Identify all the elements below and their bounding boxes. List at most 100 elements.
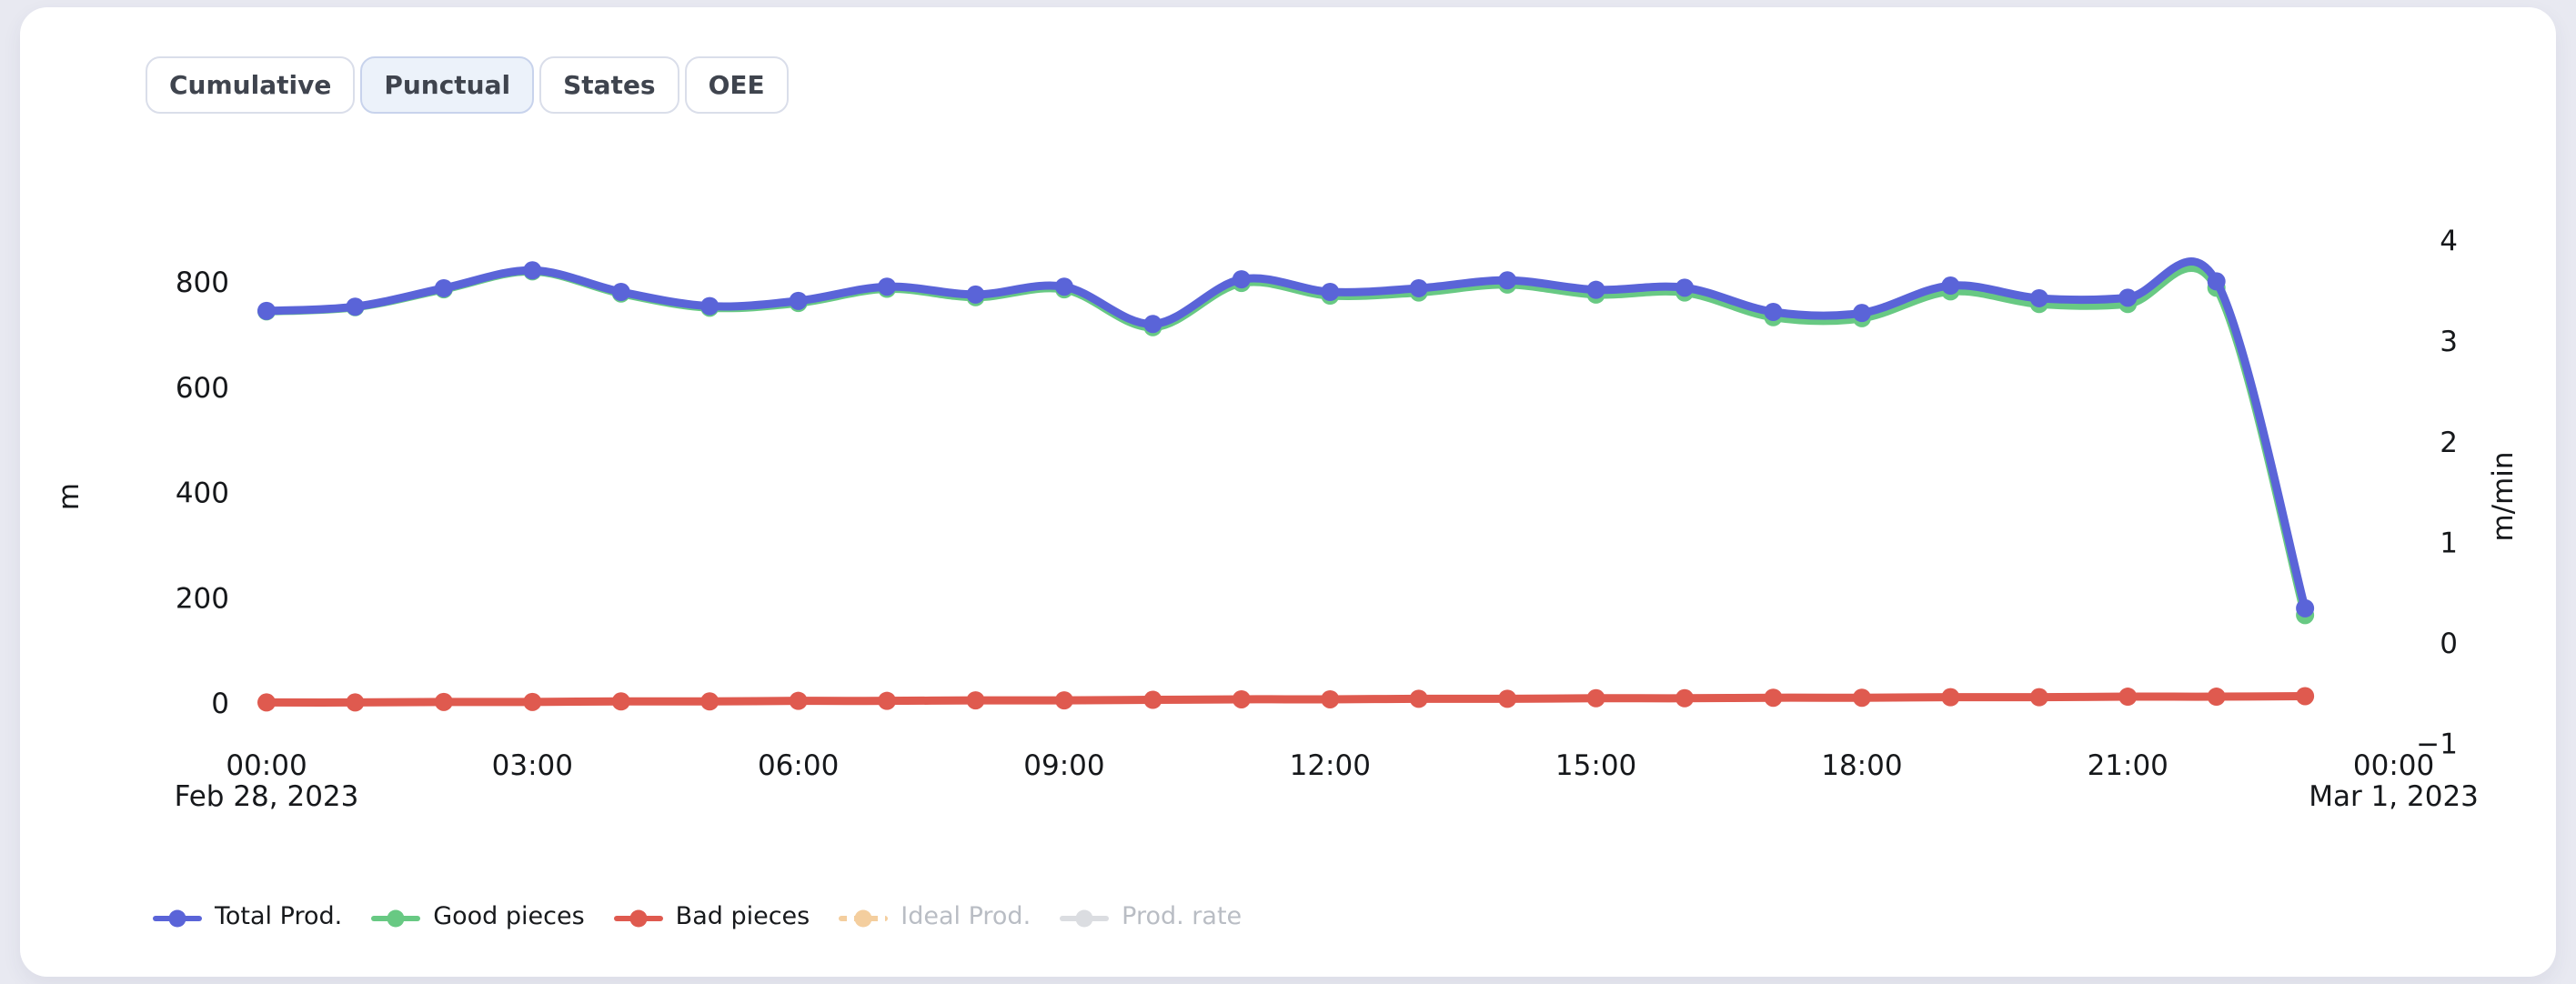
data-point-marker [1409, 689, 1428, 708]
y-left-tick-label: 600 [176, 372, 229, 405]
data-point-marker [1764, 302, 1783, 321]
data-point-marker [434, 692, 453, 711]
legend-marker-icon [839, 908, 889, 927]
data-point-marker [1852, 304, 1871, 323]
data-point-marker [523, 692, 542, 711]
tab-punctual[interactable]: Punctual [360, 56, 535, 114]
data-point-marker [2118, 688, 2138, 707]
legend-label: Bad pieces [675, 901, 810, 930]
x-tick-time-label: 03:00 [492, 749, 573, 782]
y-right-tick-label: 2 [2440, 427, 2458, 459]
y-left-tick-label: 200 [176, 582, 229, 615]
series-bad-pieces [257, 687, 2315, 712]
chart-card [20, 7, 2556, 977]
data-point-marker [1498, 689, 1517, 708]
data-point-marker [1232, 689, 1251, 708]
series-line [262, 257, 2309, 613]
data-point-marker [966, 285, 985, 304]
y-right-tick-label: 3 [2440, 326, 2458, 358]
legend-marker-icon [613, 908, 663, 927]
y-left-tick-label: 800 [176, 266, 229, 299]
data-point-marker [878, 691, 897, 710]
legend-label: Prod. rate [1122, 901, 1243, 930]
x-tick-time-label: 09:00 [1023, 749, 1104, 782]
data-point-marker [1675, 278, 1695, 297]
data-point-marker [434, 278, 453, 297]
legend-marker-icon [153, 908, 202, 927]
legend-item-total-prod-[interactable]: Total Prod. [153, 902, 342, 930]
data-point-marker [346, 693, 365, 712]
x-tick-time-label: 18:00 [1821, 749, 1902, 782]
data-point-marker [1054, 691, 1073, 710]
x-tick-time-label: 15:00 [1555, 749, 1636, 782]
y-left-axis-title: m [53, 483, 86, 510]
tab-oee[interactable]: OEE [684, 56, 789, 114]
data-point-marker [1143, 690, 1162, 709]
y-right-axis-title: m/min [2487, 451, 2520, 541]
data-point-marker [2207, 688, 2226, 707]
data-point-marker [1941, 688, 1960, 707]
x-tick-time-label: 00:00 [2353, 749, 2434, 782]
series-line [262, 691, 2309, 707]
data-point-marker [1586, 688, 1605, 708]
data-point-marker [2296, 687, 2315, 706]
tab-states[interactable]: States [539, 56, 679, 114]
y-left-axis-ticks: 0 200 400 600 800 [176, 266, 229, 720]
x-tick-time-label: 06:00 [758, 749, 839, 782]
legend-label: Ideal Prod. [901, 901, 1031, 930]
data-point-marker [1321, 689, 1340, 708]
chart-series-layer [257, 257, 2315, 712]
data-point-marker [789, 291, 808, 310]
tab-cumulative[interactable]: Cumulative [146, 56, 356, 114]
data-point-marker [1143, 315, 1162, 334]
data-point-marker [878, 277, 897, 296]
data-point-marker [1675, 688, 1695, 708]
data-point-marker [2296, 598, 2315, 618]
y-left-tick-label: 0 [211, 688, 229, 720]
series-line [262, 264, 2309, 619]
legend-item-ideal-prod-[interactable]: Ideal Prod. [839, 902, 1031, 930]
data-point-marker [1232, 270, 1251, 289]
view-tabs: Cumulative Punctual States OEE [146, 56, 789, 114]
data-point-marker [1941, 276, 1960, 296]
data-point-marker [2118, 288, 2138, 307]
data-point-marker [966, 691, 985, 710]
y-left-tick-label: 400 [176, 477, 229, 510]
data-point-marker [1498, 271, 1517, 290]
data-point-marker [346, 297, 365, 316]
legend-item-good-pieces[interactable]: Good pieces [371, 901, 585, 930]
x-tick-date-label: Mar 1, 2023 [2309, 780, 2479, 813]
y-right-tick-label: −1 [2416, 728, 2458, 761]
legend-item-bad-pieces[interactable]: Bad pieces [613, 901, 810, 930]
legend-marker-icon [1060, 908, 1110, 927]
series-total-prod- [257, 257, 2315, 618]
data-point-marker [1852, 688, 1871, 708]
data-point-marker [1054, 277, 1073, 296]
x-tick-time-label: 00:00 [226, 749, 307, 782]
series-good-pieces [257, 262, 2315, 625]
data-point-marker [257, 693, 276, 712]
data-point-marker [2029, 288, 2048, 307]
data-point-marker [789, 691, 808, 710]
x-tick-time-label: 12:00 [1290, 749, 1371, 782]
data-point-marker [1586, 280, 1605, 299]
data-point-marker [700, 692, 719, 711]
data-point-marker [1321, 282, 1340, 301]
data-point-marker [700, 296, 719, 316]
data-point-marker [611, 282, 630, 301]
legend-label: Good pieces [433, 901, 585, 930]
legend-label: Total Prod. [215, 901, 343, 930]
data-point-marker [611, 692, 630, 711]
data-point-marker [523, 261, 542, 280]
y-right-tick-label: 4 [2440, 226, 2458, 258]
chart-legend: Total Prod. Good pieces Bad pieces Ideal Pr… [153, 896, 1242, 936]
data-point-marker [1409, 278, 1428, 297]
legend-item-prod-rate[interactable]: Prod. rate [1060, 902, 1242, 930]
data-point-marker [1764, 688, 1783, 708]
y-right-axis-ticks: −1 0 1 2 3 4 [2416, 226, 2458, 761]
data-point-marker [2029, 688, 2048, 707]
y-right-tick-label: 0 [2440, 628, 2458, 660]
